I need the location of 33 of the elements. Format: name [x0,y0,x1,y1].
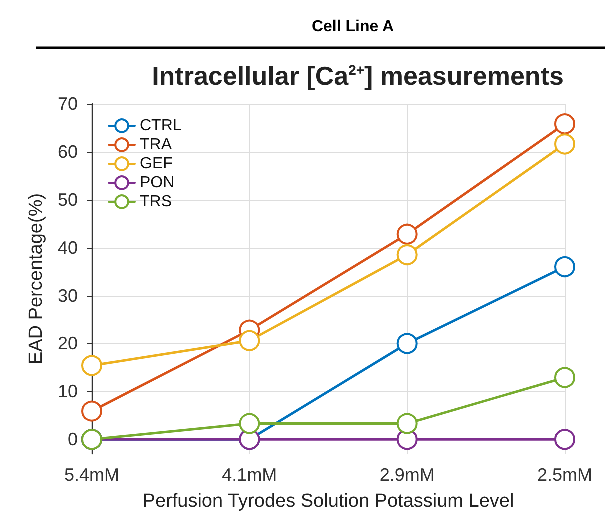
y-tick-label: 0 [68,430,78,450]
y-tick-label: 60 [58,142,78,162]
point [239,413,260,434]
y-tick-label: 20 [58,334,78,354]
point [82,400,102,422]
point [554,429,576,450]
point [396,244,418,266]
legend-label: GEF [140,156,174,172]
y-tick-label: 70 [58,94,78,114]
point [396,413,418,434]
y-tick-label: 40 [58,238,78,258]
x-tick-label: 4.1mM [222,465,278,485]
point [396,333,418,354]
point [554,367,576,388]
x-tick-label: 2.9mM [380,465,435,485]
y-tick-label: 50 [58,190,78,210]
y-tick-label: 10 [58,382,78,402]
point [396,224,418,245]
y-axis-title: EAD Percentage(%) [26,193,47,365]
point [554,134,576,155]
x-tick-label: 5.4mM [64,465,120,485]
x-axis-title: Perfusion Tyrodes Solution Potassium Level [142,491,514,512]
point [239,330,260,352]
legend-label: TRA [140,136,172,154]
legend-label: TRS [140,194,172,210]
point [82,355,102,376]
point [554,256,576,278]
point [554,114,576,135]
chart-title: Cell Line A [312,18,394,36]
y-tick-label: 30 [58,286,78,306]
x-tick-label: 2.5mM [537,465,593,485]
legend-label: PON [140,174,175,192]
legend-label: CTRL [140,118,182,134]
